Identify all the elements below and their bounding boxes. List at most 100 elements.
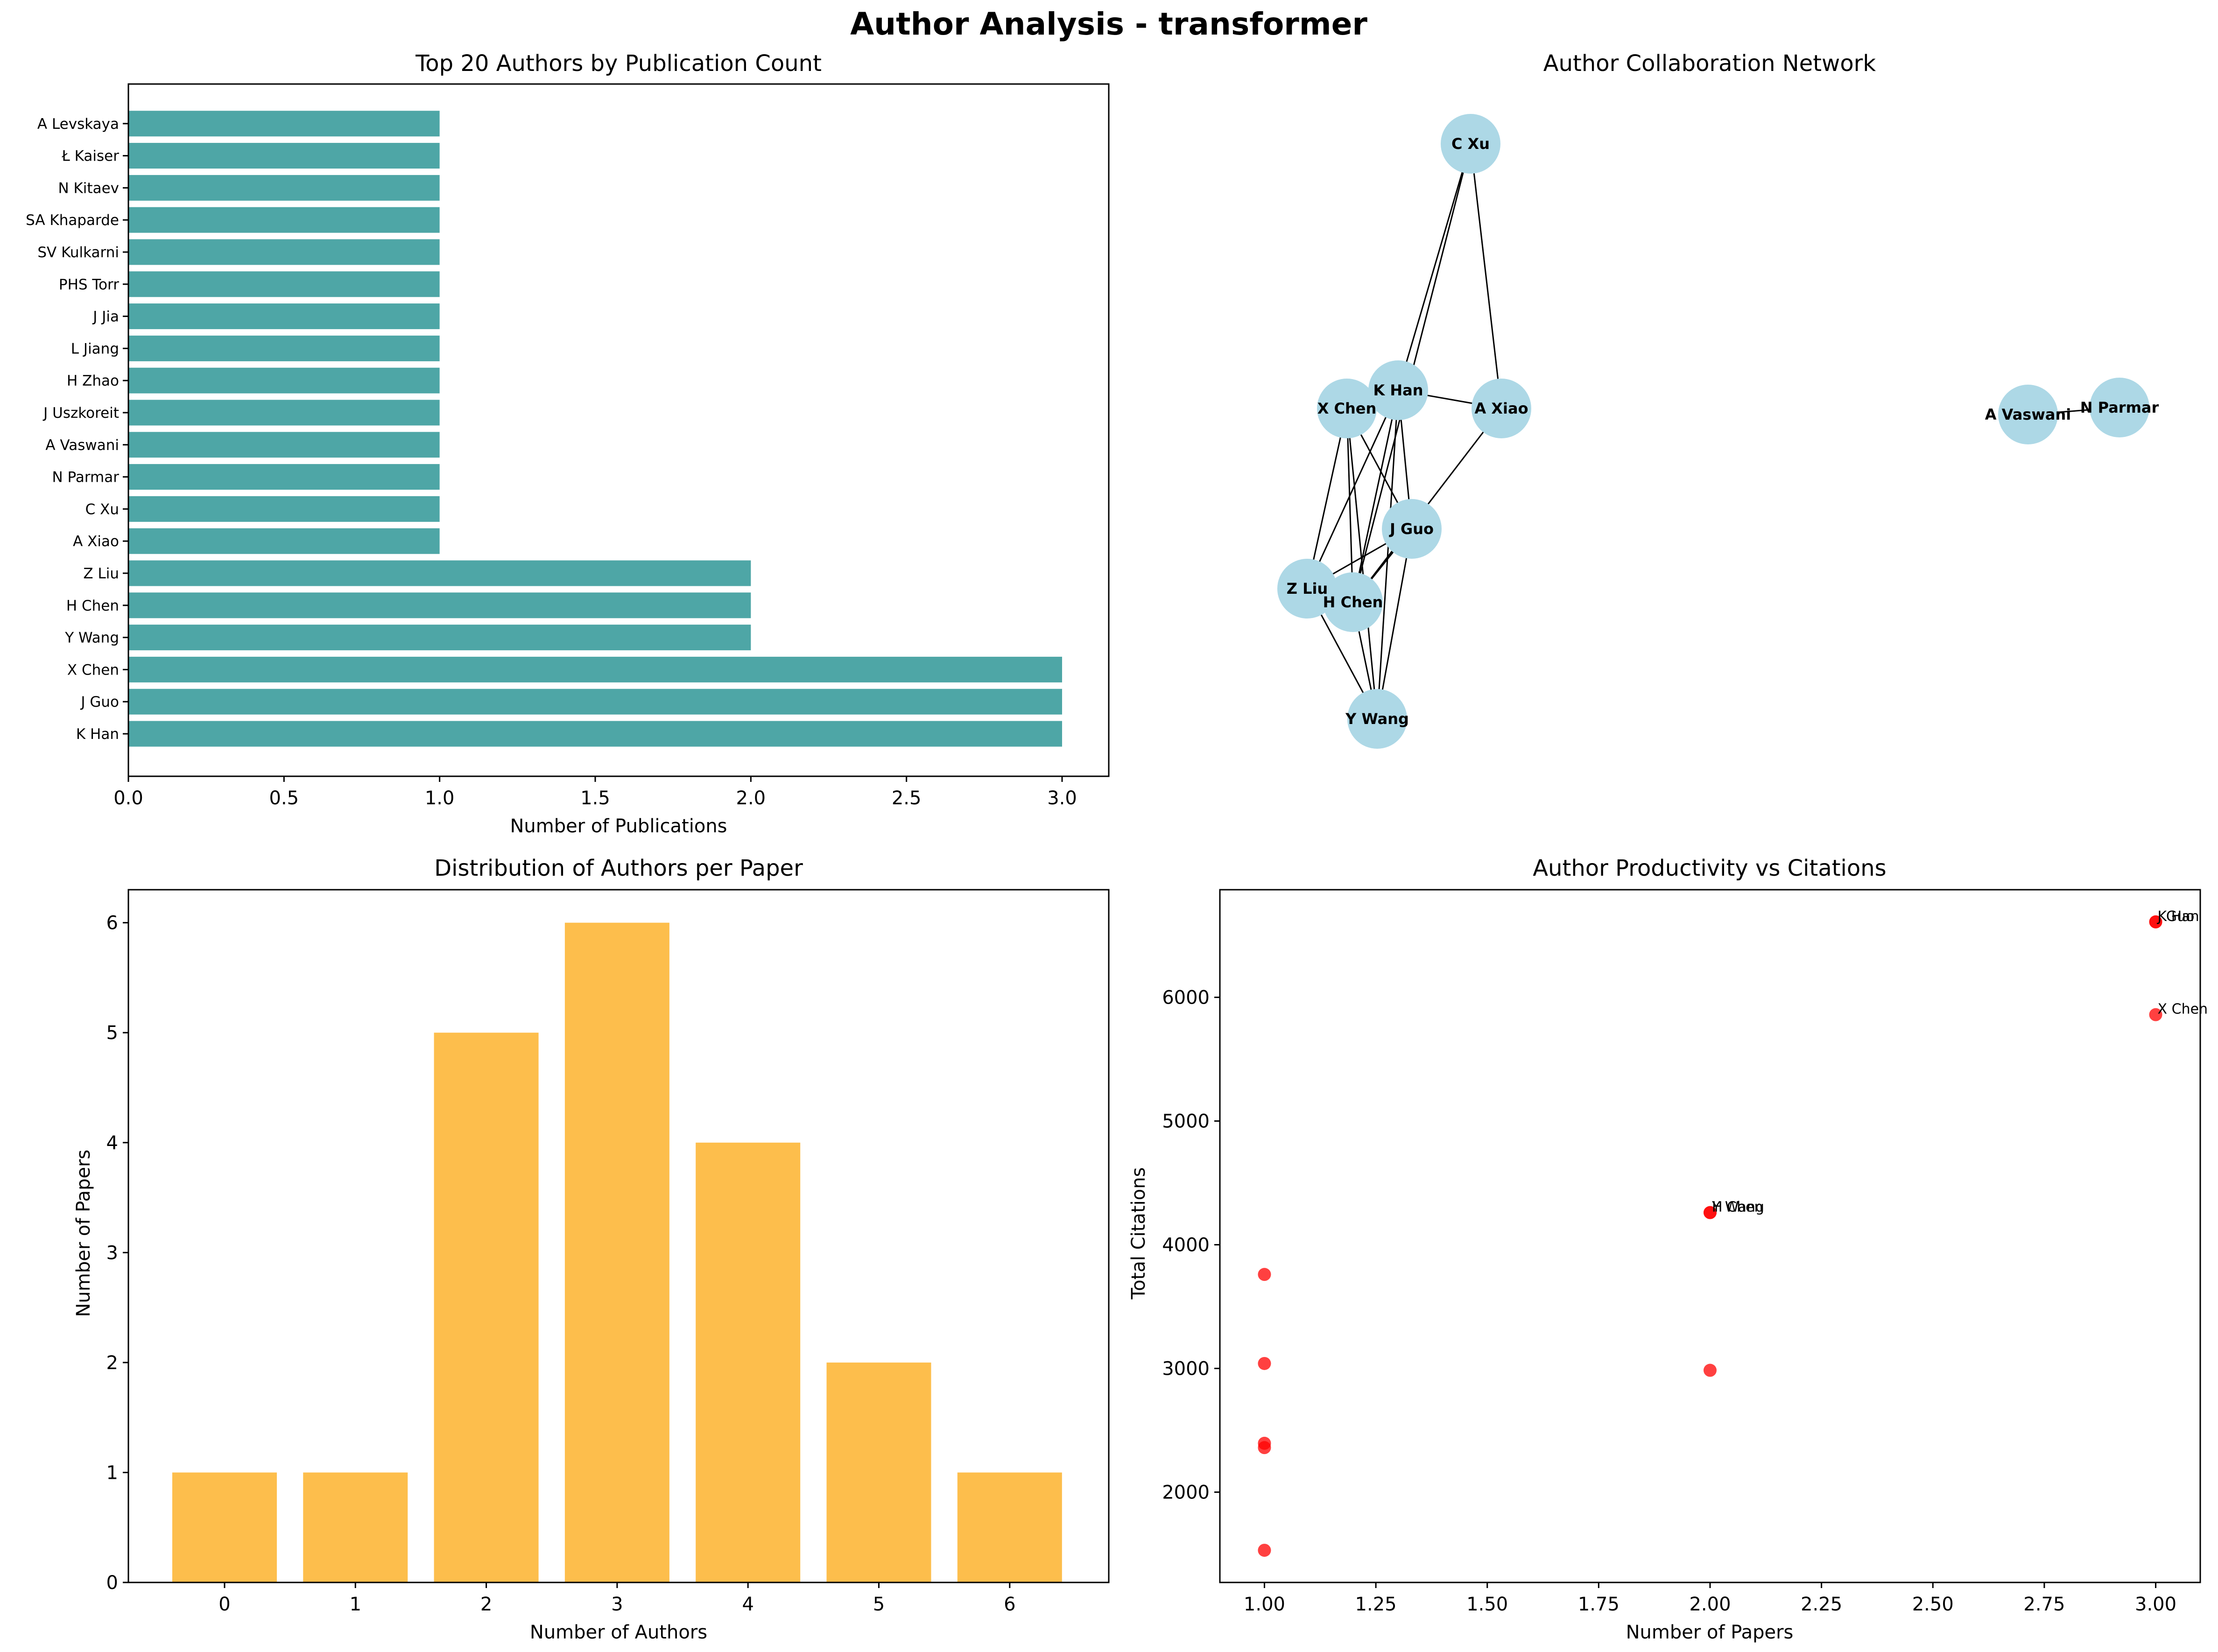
collaboration-edge — [1346, 408, 1378, 719]
collaboration-edge — [1352, 390, 1399, 603]
author-tick-label: H Zhao — [67, 373, 119, 389]
collaboration-edge — [1397, 143, 1472, 391]
scatter-point — [1258, 1544, 1271, 1557]
collaboration-network: Author Collaboration Network C Xu K HanX … — [1277, 50, 2159, 749]
author-bar — [128, 592, 751, 619]
author-tick-label: PHS Torr — [59, 276, 119, 293]
y-tick-label: 5000 — [1162, 1111, 1210, 1132]
collaboration-edge — [1376, 390, 1399, 719]
author-node — [1998, 385, 2058, 444]
author-bar — [128, 239, 440, 265]
scatter-plot-frame — [1219, 889, 2201, 1583]
author-bar — [128, 689, 1062, 715]
y-tick-label: 4000 — [1162, 1235, 1210, 1256]
node-label: A Vaswani — [1985, 406, 2071, 423]
node-label: Z Liu — [1287, 580, 1328, 598]
author-bar — [128, 175, 440, 201]
distribution-bar — [434, 1033, 539, 1582]
author-node — [1382, 499, 1442, 559]
author-tick-label: A Vaswani — [45, 437, 119, 454]
x-tick-label: 1.25 — [1355, 1594, 1397, 1615]
authors-chart-xlabel: Number of Publications — [510, 815, 727, 837]
x-tick-label: 0.0 — [113, 787, 143, 809]
author-bar — [128, 432, 440, 458]
node-label: A Xiao — [1474, 400, 1528, 417]
x-tick-label: 6 — [1004, 1594, 1015, 1615]
x-tick-label: 2.0 — [736, 787, 766, 809]
author-node — [1472, 379, 1531, 438]
y-tick-label: 3 — [106, 1242, 118, 1264]
author-tick-label: Y Wang — [64, 630, 119, 647]
collaboration-edge — [1306, 408, 1348, 589]
author-tick-label: N Kitaev — [58, 180, 119, 197]
collaboration-edge — [1376, 528, 1413, 719]
node-label: X Chen — [1317, 400, 1377, 417]
scatter-chart-xlabel: Number of Papers — [1626, 1622, 1794, 1643]
productivity-scatter-chart: Author Productivity vs Citations Number … — [1128, 855, 2208, 1643]
author-tick-label: A Levskaya — [37, 116, 119, 133]
author-tick-label: X Chen — [67, 661, 119, 678]
author-tick-label: A Xiao — [73, 533, 119, 550]
scatter-chart-ylabel: Total Citations — [1128, 1167, 1149, 1300]
author-tick-label: K Han — [76, 726, 119, 743]
author-bar — [128, 303, 440, 330]
author-node — [1317, 379, 1377, 438]
y-tick-label: 5 — [106, 1022, 118, 1044]
node-label: C Xu — [1451, 135, 1490, 153]
y-tick-label: 6 — [106, 913, 118, 934]
x-tick-label: 0 — [218, 1594, 230, 1615]
distribution-bar — [957, 1472, 1062, 1582]
x-tick-label: 2.25 — [1801, 1594, 1842, 1615]
author-bar — [128, 464, 440, 490]
x-tick-label: 3.00 — [2135, 1594, 2176, 1615]
distribution-bar-chart: Distribution of Authors per Paper Number… — [73, 855, 1110, 1643]
x-tick-label: 1.00 — [1244, 1594, 1285, 1615]
author-node — [1277, 559, 1337, 619]
collaboration-edge — [1470, 143, 1502, 409]
author-tick-label: N Parmar — [52, 469, 120, 486]
scatter-point — [1258, 1268, 1271, 1281]
x-tick-label: 2.00 — [1689, 1594, 1731, 1615]
author-tick-label: J Guo — [80, 694, 119, 710]
distribution-bar — [172, 1472, 277, 1582]
x-tick-label: 2.75 — [2023, 1594, 2065, 1615]
author-tick-label: H Chen — [66, 598, 119, 614]
y-tick-label: 2000 — [1162, 1482, 1210, 1504]
point-label: X Chen — [2158, 1001, 2208, 1018]
author-bar — [128, 271, 440, 297]
point-label: K Han — [2158, 908, 2199, 925]
node-label: H Chen — [1323, 593, 1383, 611]
author-bar — [128, 335, 440, 361]
scatter-chart-title: Author Productivity vs Citations — [1533, 855, 1886, 881]
distribution-plot-frame — [127, 889, 1110, 1583]
scatter-point — [2149, 915, 2162, 928]
y-tick-label: 0 — [106, 1572, 118, 1594]
author-tick-label: SA Khaparde — [26, 212, 119, 229]
scatter-point — [1258, 1441, 1271, 1455]
scatter-point — [1704, 1206, 1717, 1219]
distribution-bar — [826, 1362, 931, 1582]
node-label: N Parmar — [2080, 399, 2159, 416]
scatter-point — [1258, 1357, 1271, 1370]
author-tick-label: J Uszkoreit — [42, 405, 119, 422]
x-tick-label: 1.50 — [1466, 1594, 1508, 1615]
author-bar — [128, 143, 440, 169]
author-node — [2090, 378, 2149, 437]
x-tick-label: 3.0 — [1047, 787, 1077, 809]
y-tick-label: 3000 — [1162, 1358, 1210, 1380]
authors-bar-chart: Top 20 Authors by Publication Count Numb… — [26, 50, 1110, 837]
node-label: J Guo — [1389, 520, 1434, 538]
distribution-chart-title: Distribution of Authors per Paper — [434, 855, 803, 881]
figure-title: Author Analysis - transformer — [850, 6, 1367, 42]
distribution-bar — [564, 922, 669, 1582]
author-tick-label: L Jiang — [71, 340, 119, 357]
scatter-point — [1704, 1364, 1717, 1377]
authors-chart-title: Top 20 Authors by Publication Count — [415, 50, 822, 77]
point-label: Y Wang — [1711, 1199, 1764, 1216]
collaboration-edge — [1346, 408, 1354, 603]
x-tick-label: 1.0 — [425, 787, 455, 809]
node-label: K Han — [1373, 381, 1423, 399]
x-tick-label: 1.5 — [580, 787, 610, 809]
x-tick-label: 3 — [611, 1594, 623, 1615]
x-tick-label: 5 — [873, 1594, 885, 1615]
